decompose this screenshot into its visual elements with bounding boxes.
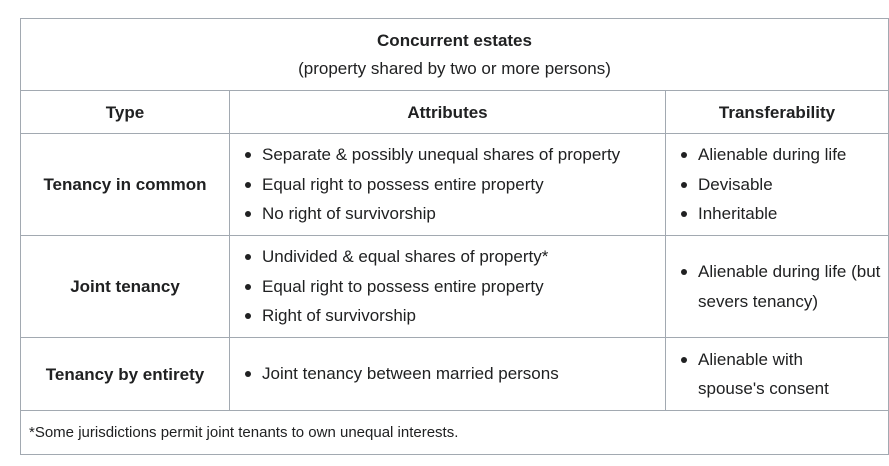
row-transferability: Alienable during life Devisable Inherita…: [664, 133, 889, 236]
list-item: Devisable: [680, 170, 888, 200]
transferability-list: Alienable with spouse's consent: [666, 339, 888, 410]
header-attributes: Attributes: [229, 90, 666, 134]
list-item: Equal right to possess entire property: [245, 272, 665, 302]
transferability-list: Alienable during life (but severs tenanc…: [666, 251, 888, 322]
list-item: Right of survivorship: [245, 301, 665, 331]
table-subtitle: (property shared by two or more persons): [298, 58, 611, 78]
row-transferability: Alienable with spouse's consent: [664, 337, 889, 411]
table-footnote: *Some jurisdictions permit joint tenants…: [19, 410, 889, 455]
list-item: Alienable during life: [680, 140, 888, 170]
list-item: Equal right to possess entire property: [245, 170, 665, 200]
row-type: Tenancy by entirety: [20, 337, 230, 411]
row-attributes: Joint tenancy between married persons: [229, 337, 666, 411]
table-title: Concurrent estates: [377, 30, 532, 50]
list-item: Alienable during life (but severs tenanc…: [680, 257, 888, 316]
attributes-list: Joint tenancy between married persons: [230, 353, 665, 395]
list-item: Joint tenancy between married persons: [245, 359, 665, 389]
row-type: Tenancy in common: [20, 133, 230, 236]
table-row: Joint tenancy Undivided & equal shares o…: [20, 235, 889, 338]
list-item: No right of survivorship: [245, 199, 665, 229]
list-item: Separate & possibly unequal shares of pr…: [245, 140, 665, 170]
table-caption: Concurrent estates (property shared by t…: [19, 18, 889, 91]
attributes-list: Separate & possibly unequal shares of pr…: [230, 134, 665, 235]
header-row: Type Attributes Transferability: [20, 90, 889, 134]
attributes-list: Undivided & equal shares of property* Eq…: [230, 236, 665, 337]
concurrent-estates-table-wrapper: Concurrent estates (property shared by t…: [19, 18, 889, 455]
row-attributes: Separate & possibly unequal shares of pr…: [229, 133, 666, 236]
row-type: Joint tenancy: [20, 235, 230, 338]
row-transferability: Alienable during life (but severs tenanc…: [664, 235, 889, 338]
list-item: Undivided & equal shares of property*: [245, 242, 665, 272]
header-type: Type: [20, 90, 230, 134]
table-row: Tenancy in common Separate & possibly un…: [20, 133, 889, 236]
table-row: Tenancy by entirety Joint tenancy betwee…: [20, 337, 889, 411]
concurrent-estates-table: Concurrent estates (property shared by t…: [19, 18, 889, 455]
list-item: Alienable with spouse's consent: [680, 345, 858, 404]
row-attributes: Undivided & equal shares of property* Eq…: [229, 235, 666, 338]
header-transferability: Transferability: [664, 90, 889, 134]
transferability-list: Alienable during life Devisable Inherita…: [666, 134, 888, 235]
list-item: Inheritable: [680, 199, 888, 229]
